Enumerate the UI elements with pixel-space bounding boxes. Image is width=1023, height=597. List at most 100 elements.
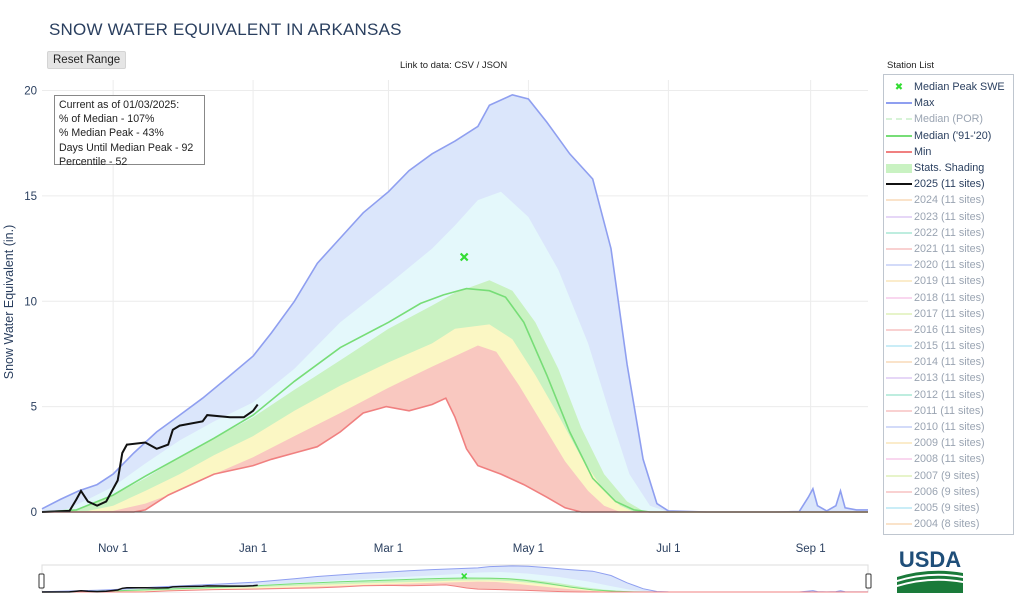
legend-item-label: 2016 (11 sites) bbox=[914, 323, 985, 336]
legend-item-label: 2008 (11 sites) bbox=[914, 453, 985, 466]
range-slider[interactable] bbox=[38, 564, 872, 593]
x-tick-label: Jan 1 bbox=[239, 543, 267, 555]
data-link[interactable]: Link to data: CSV / JSON bbox=[400, 60, 508, 71]
legend-item[interactable]: Min bbox=[884, 144, 1013, 160]
legend-item[interactable]: Median ('91-'20) bbox=[884, 128, 1013, 144]
legend-item[interactable]: 2010 (11 sites) bbox=[884, 419, 1013, 435]
median-line bbox=[41, 287, 868, 513]
legend-item[interactable]: 2013 (11 sites) bbox=[884, 370, 1013, 386]
legend-item-label: 2024 (11 sites) bbox=[914, 194, 985, 207]
range-slider-peak-marker bbox=[461, 572, 468, 580]
x-tick-label: Jul 1 bbox=[656, 543, 680, 555]
legend-swatch-icon bbox=[884, 162, 914, 174]
legend-item[interactable]: 2015 (11 sites) bbox=[884, 338, 1013, 354]
x-tick-label: Mar 1 bbox=[374, 543, 403, 555]
legend-item[interactable]: 2014 (11 sites) bbox=[884, 354, 1013, 370]
legend-item-label: 2017 (11 sites) bbox=[914, 307, 985, 320]
info-line-percentile: Percentile - 52 bbox=[59, 155, 128, 168]
legend-item[interactable]: 2021 (11 sites) bbox=[884, 241, 1013, 257]
y-tick-label: 0 bbox=[31, 507, 37, 519]
legend-swatch-icon bbox=[884, 227, 914, 239]
legend-item-label: Median ('91-'20) bbox=[914, 129, 992, 142]
legend-item-label: 2021 (11 sites) bbox=[914, 242, 985, 255]
legend-swatch-icon bbox=[884, 389, 914, 401]
min-line bbox=[42, 397, 868, 513]
legend[interactable]: ✖ Median Peak SWE Max Median (POR) Median ('… bbox=[883, 74, 1014, 535]
legend-swatch-icon bbox=[884, 97, 914, 109]
legend-swatch-icon bbox=[884, 275, 914, 287]
current-year-line bbox=[41, 403, 259, 513]
max-line bbox=[41, 93, 868, 513]
legend-item[interactable]: 2019 (11 sites) bbox=[884, 273, 1013, 289]
legend-item[interactable]: Stats. Shading bbox=[884, 160, 1013, 176]
legend-item[interactable]: Max bbox=[884, 95, 1013, 111]
legend-swatch-icon bbox=[884, 146, 914, 158]
legend-swatch-icon bbox=[884, 453, 914, 465]
y-tick-label: 15 bbox=[24, 191, 37, 203]
legend-item-label: 2011 (11 sites) bbox=[914, 404, 984, 417]
legend-item[interactable]: 2005 (9 sites) bbox=[884, 500, 1013, 516]
median-peak-marker bbox=[459, 252, 469, 262]
legend-item[interactable]: 2007 (9 sites) bbox=[884, 468, 1013, 484]
usda-logo: USDA bbox=[897, 547, 963, 593]
legend-item-label: 2004 (8 sites) bbox=[914, 518, 980, 531]
legend-item-label: 2023 (11 sites) bbox=[914, 210, 985, 223]
legend-item[interactable]: Median (POR) bbox=[884, 111, 1013, 127]
min-mask bbox=[42, 398, 868, 512]
legend-swatch-icon bbox=[884, 194, 914, 206]
range-slider-min-line bbox=[42, 584, 868, 593]
legend-item-label: 2005 (9 sites) bbox=[914, 501, 980, 514]
range-handle-right[interactable] bbox=[865, 573, 872, 589]
usda-logo-text: USDA bbox=[899, 547, 961, 572]
legend-swatch-icon bbox=[884, 259, 914, 271]
y-tick-label: 5 bbox=[31, 402, 37, 414]
range-slider-max-line bbox=[41, 565, 868, 593]
legend-swatch-icon bbox=[884, 130, 914, 142]
axis-layer: 0 5 10 15 20 Nov 1 Jan 1 Mar 1 May 1 Jul 1 Sep 1 bbox=[24, 86, 868, 555]
y-tick-label: 20 bbox=[24, 86, 37, 98]
legend-swatch-icon bbox=[884, 486, 914, 498]
legend-item[interactable]: 2020 (11 sites) bbox=[884, 257, 1013, 273]
legend-item[interactable]: 2008 (11 sites) bbox=[884, 451, 1013, 467]
legend-item[interactable]: ✖ Median Peak SWE bbox=[884, 79, 1013, 95]
range-slider-band bbox=[42, 584, 868, 592]
legend-item-label: 2015 (11 sites) bbox=[914, 340, 985, 353]
legend-swatch-icon bbox=[884, 211, 914, 223]
legend-item[interactable]: 2006 (9 sites) bbox=[884, 484, 1013, 500]
range-slider-median-line bbox=[41, 577, 868, 593]
legend-swatch-icon bbox=[884, 340, 914, 352]
legend-item-label: 2013 (11 sites) bbox=[914, 372, 985, 385]
station-list-label: Station List bbox=[887, 60, 934, 71]
legend-swatch-icon bbox=[884, 308, 914, 320]
x-tick-label: Nov 1 bbox=[98, 543, 128, 555]
legend-item[interactable]: 2016 (11 sites) bbox=[884, 322, 1013, 338]
legend-item[interactable]: 2017 (11 sites) bbox=[884, 306, 1013, 322]
legend-item[interactable]: 2011 (11 sites) bbox=[884, 403, 1013, 419]
legend-item[interactable]: 2025 (11 sites) bbox=[884, 176, 1013, 192]
legend-item-label: 2014 (11 sites) bbox=[914, 356, 985, 369]
legend-item-label: 2019 (11 sites) bbox=[914, 275, 985, 288]
line-layer bbox=[41, 93, 868, 513]
legend-swatch-icon bbox=[884, 113, 914, 125]
legend-item-label: 2025 (11 sites) bbox=[914, 178, 985, 191]
legend-swatch-icon bbox=[884, 372, 914, 384]
info-line-days-peak: Days Until Median Peak - 92 bbox=[59, 141, 194, 154]
legend-item-label: 2010 (11 sites) bbox=[914, 421, 985, 434]
legend-item[interactable]: 2009 (11 sites) bbox=[884, 435, 1013, 451]
legend-item-label: 2022 (11 sites) bbox=[914, 226, 985, 239]
legend-item[interactable]: 2024 (11 sites) bbox=[884, 192, 1013, 208]
page-title: SNOW WATER EQUIVALENT IN ARKANSAS bbox=[49, 20, 402, 39]
reset-range-button[interactable]: Reset Range bbox=[47, 51, 127, 69]
legend-item[interactable]: 2018 (11 sites) bbox=[884, 289, 1013, 305]
legend-item[interactable]: 2012 (11 sites) bbox=[884, 387, 1013, 403]
legend-swatch-icon bbox=[884, 518, 914, 530]
y-axis-label: Snow Water Equivalent (in.) bbox=[2, 225, 16, 379]
legend-item-label: 2007 (9 sites) bbox=[914, 469, 980, 482]
legend-swatch-icon bbox=[884, 437, 914, 449]
legend-item[interactable]: 2022 (11 sites) bbox=[884, 225, 1013, 241]
legend-item[interactable]: 2004 (8 sites) bbox=[884, 516, 1013, 532]
legend-item[interactable]: 2023 (11 sites) bbox=[884, 209, 1013, 225]
legend-item-label: 2012 (11 sites) bbox=[914, 388, 985, 401]
range-handle-left[interactable] bbox=[38, 573, 45, 589]
